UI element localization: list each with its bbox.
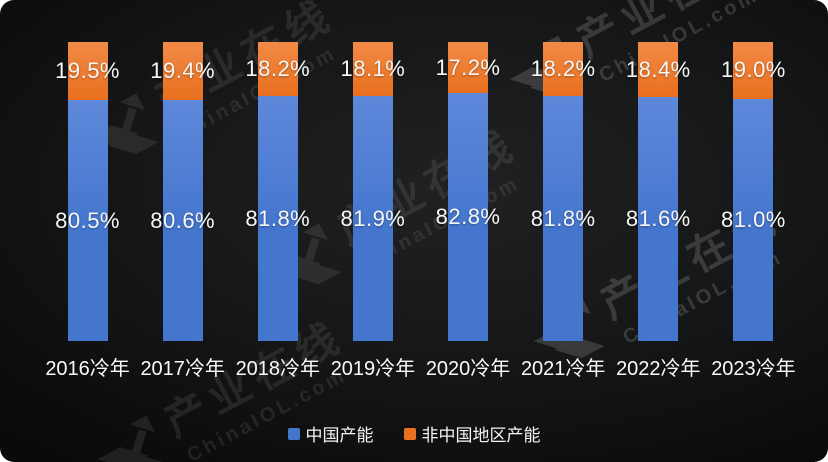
- x-axis-label: 2022冷年: [616, 358, 701, 380]
- non-china-segment: [257, 42, 298, 97]
- non-china-segment: [543, 42, 584, 97]
- stacked-bar: [638, 42, 679, 341]
- non-china-segment: [638, 42, 679, 98]
- bar-column: 19.0% 81.0%: [706, 42, 801, 341]
- china-pct-label: 80.5%: [55, 207, 121, 233]
- non-china-pct-label: 19.5%: [55, 58, 121, 84]
- stacked-bar: [448, 42, 489, 341]
- bar-column: 18.2% 81.8%: [516, 42, 611, 341]
- china-pct-label: 81.6%: [625, 206, 691, 231]
- china-segment: [733, 98, 774, 341]
- non-china-segment: [67, 42, 108, 101]
- non-china-segment: [733, 42, 774, 99]
- bar-column: 19.4% 80.6%: [135, 42, 230, 341]
- stacked-bar: [352, 42, 393, 341]
- non-china-pct-label: 17.2%: [435, 54, 501, 80]
- china-segment: [67, 100, 108, 341]
- non-china-pct-label: 18.4%: [625, 56, 691, 82]
- bar-column: 18.2% 81.8%: [230, 42, 325, 341]
- x-axis-label: 2018冷年: [235, 358, 321, 380]
- legend-item[interactable]: 中国产能: [287, 421, 374, 446]
- x-axis-label: 2016冷年: [45, 358, 130, 380]
- china-pct-label: 81.8%: [530, 205, 596, 231]
- non-china-pct-label: 18.2%: [530, 56, 596, 82]
- stacked-bar: [257, 42, 298, 341]
- x-axis-label: 2021冷年: [520, 358, 606, 380]
- non-china-segment: [352, 42, 393, 97]
- x-axis-label: 2023冷年: [711, 358, 796, 380]
- stacked-bar: [162, 42, 203, 341]
- legend: 中国产能 非中国地区产能: [0, 421, 828, 446]
- china-segment: [448, 93, 489, 341]
- non-china-pct-label: 19.0%: [720, 57, 786, 83]
- china-pct-label: 81.9%: [340, 205, 406, 231]
- x-axis-label: 2017冷年: [140, 358, 225, 380]
- china-segment: [257, 96, 298, 341]
- bar-column: 18.4% 81.6%: [611, 42, 706, 341]
- stacked-bar: [733, 42, 774, 341]
- china-pct-label: 81.0%: [720, 206, 786, 232]
- china-pct-label: 81.8%: [245, 205, 311, 231]
- x-axis-label: 2020冷年: [425, 358, 511, 380]
- bar-column: 19.5% 80.5%: [40, 42, 135, 341]
- plot-area: 19.5% 80.5% 19.4% 80.6% 18.2% 81.8% 18.1% 81.9%…: [40, 42, 801, 341]
- bar-column: 17.2% 82.8%: [421, 42, 516, 341]
- x-axis-label: 2019冷年: [330, 358, 416, 380]
- china-segment: [162, 100, 203, 341]
- china-segment: [352, 96, 393, 341]
- x-axis: 2016冷年 2017冷年 2018冷年 2019冷年 2020冷年 2021冷年 2022…: [40, 352, 801, 381]
- bar-column: 18.1% 81.9%: [325, 42, 420, 341]
- legend-swatch-icon: [287, 427, 300, 440]
- china-segment: [638, 97, 679, 341]
- stacked-bar: [543, 42, 584, 341]
- china-pct-label: 82.8%: [435, 204, 501, 230]
- non-china-pct-label: 18.2%: [245, 56, 311, 82]
- non-china-segment: [162, 42, 203, 100]
- stacked-bar: [67, 42, 108, 341]
- legend-label: 非中国地区产能: [421, 426, 541, 445]
- china-pct-label: 80.6%: [150, 207, 216, 233]
- legend-swatch-icon: [403, 427, 416, 440]
- legend-label: 中国产能: [305, 426, 374, 445]
- non-china-segment: [448, 42, 489, 94]
- china-segment: [543, 96, 584, 341]
- legend-item[interactable]: 非中国地区产能: [403, 421, 541, 446]
- non-china-pct-label: 18.1%: [340, 56, 406, 82]
- non-china-pct-label: 19.4%: [150, 58, 216, 83]
